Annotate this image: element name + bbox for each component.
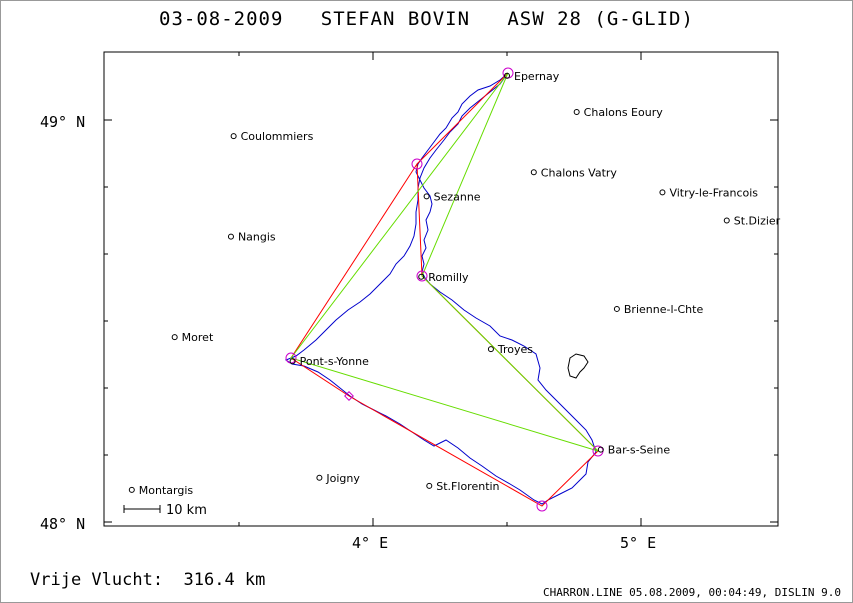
town-marker <box>573 108 580 115</box>
town-marker <box>227 233 234 240</box>
towns-layer: Epernay Chalons Eoury Coulommiers Chalons V… <box>128 70 781 497</box>
town-label: Troyes <box>497 343 533 356</box>
town-label: St.Florentin <box>436 480 499 493</box>
town-marker <box>487 346 494 353</box>
turnpoints <box>285 67 604 512</box>
axis-ticks <box>104 52 778 526</box>
town-marker <box>289 358 296 365</box>
town-marker <box>504 72 510 79</box>
town-label: Pont-s-Yonne <box>300 355 370 368</box>
flight-track <box>284 72 597 505</box>
town-label: Coulommiers <box>241 130 314 143</box>
lake-shape <box>567 353 589 379</box>
map-border <box>103 51 779 527</box>
scale-label: 10 km <box>166 503 207 518</box>
turnpoint-marker <box>411 158 423 170</box>
chart-title: 03-08-2009 STEFAN BOVIN ASW 28 (G-GLID) <box>159 8 694 30</box>
town-label: St.Dizier <box>734 215 781 228</box>
town-marker <box>723 217 730 224</box>
town-label: Nangis <box>238 231 276 244</box>
town-label: Sezanne <box>434 190 481 203</box>
town-label: Brienne-l-Chte <box>624 303 704 316</box>
footer-info: CHARRON.LINE 05.08.2009, 00:04:49, DISLI… <box>542 586 841 599</box>
town-label: Montargis <box>139 484 194 497</box>
task-line <box>290 72 599 507</box>
town-label: Chalons Vatry <box>541 166 618 179</box>
town-marker <box>230 133 237 140</box>
town-marker <box>426 482 433 489</box>
town-label: Romilly <box>428 271 469 284</box>
town-label: Moret <box>182 331 214 344</box>
town-marker <box>418 273 425 280</box>
town-marker <box>128 486 135 493</box>
town-label: Epernay <box>514 70 560 83</box>
town-marker <box>613 305 620 312</box>
turnpoint-marker <box>536 500 548 512</box>
turnpoint-marker <box>416 270 428 282</box>
town-marker <box>171 334 178 341</box>
lat-label-48: 48° N <box>40 515 85 533</box>
town-marker <box>316 474 323 481</box>
town-marker <box>597 446 604 453</box>
lon-label-4: 4° E <box>352 534 388 552</box>
town-label: Bar-s-Seine <box>608 444 671 457</box>
town-label: Joigny <box>325 472 360 485</box>
scale-bar <box>123 505 161 513</box>
turnpoint-marker <box>344 391 354 401</box>
town-marker <box>530 169 537 176</box>
distance-label: Vrije Vlucht: 316.4 km <box>30 570 266 590</box>
town-marker <box>659 189 666 196</box>
lat-label-49: 49° N <box>40 113 85 131</box>
lon-label-5: 5° E <box>620 534 656 552</box>
town-marker <box>423 193 430 200</box>
town-label: Vitry-le-Francois <box>669 186 758 199</box>
legs-line <box>290 72 599 452</box>
town-label: Chalons Eoury <box>584 106 664 119</box>
